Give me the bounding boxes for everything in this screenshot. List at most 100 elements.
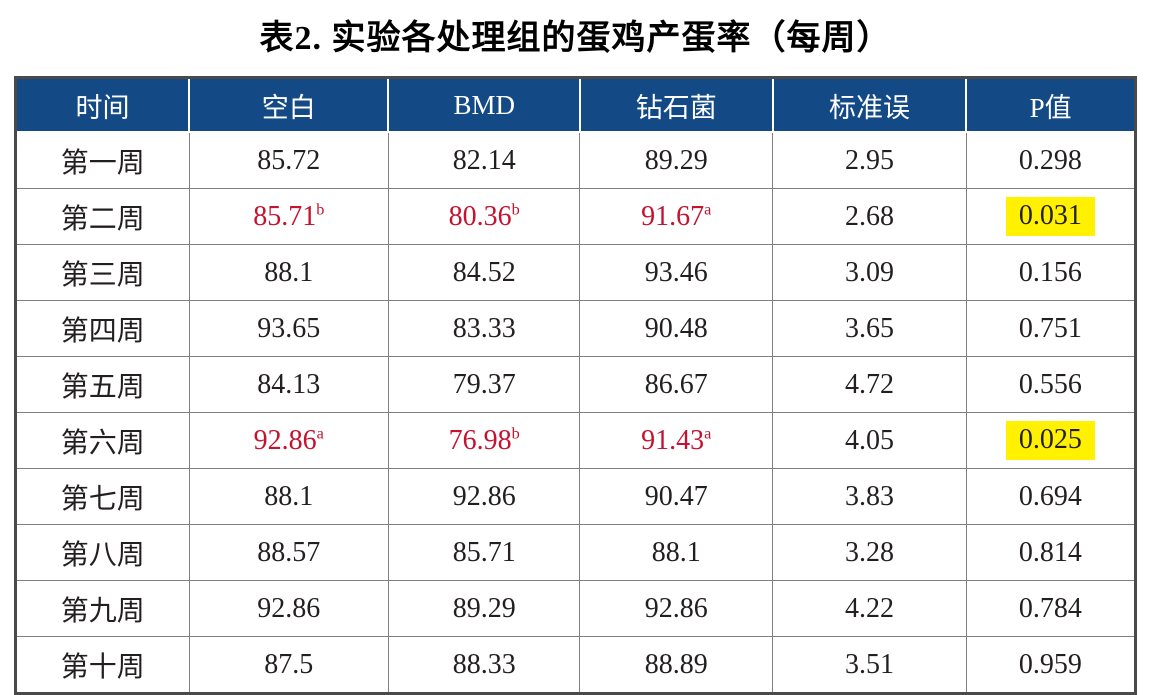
cell-value: 88.33: [452, 648, 516, 680]
cell-value: 0.156: [1018, 256, 1082, 288]
table-row: 第十周 87.5 88.33 88.89 3.51 0.959: [15, 636, 1137, 694]
cell-value: 80.36: [448, 200, 512, 232]
cell-value: 4.05: [844, 424, 894, 456]
cell-bmd: 82.14: [387, 131, 581, 189]
cell-value: 86.67: [644, 368, 708, 400]
cell-standard-error: 3.83: [772, 468, 967, 525]
cell-control: 93.65: [188, 300, 389, 357]
cell-diamond-bacteria: 93.46: [579, 244, 774, 301]
cell-bmd: 89.29: [387, 580, 581, 637]
row-label: 第一周: [15, 131, 190, 189]
table-row: 第四周 93.65 83.33 90.48 3.65 0.751: [15, 300, 1137, 357]
significance-letter: b: [511, 200, 520, 219]
cell-p-value: 0.556: [965, 356, 1137, 413]
cell-bmd: 84.52: [387, 244, 581, 301]
cell-control: 85.72: [188, 131, 389, 189]
cell-standard-error: 3.28: [772, 524, 967, 581]
cell-diamond-bacteria: 88.89: [579, 636, 774, 694]
cell-bmd: 88.33: [387, 636, 581, 694]
cell-control: 84.13: [188, 356, 389, 413]
cell-standard-error: 2.95: [772, 131, 967, 189]
cell-standard-error: 3.09: [772, 244, 967, 301]
cell-value: 90.48: [644, 312, 708, 344]
table-row: 第三周 88.1 84.52 93.46 3.09 0.156: [15, 244, 1137, 301]
cell-diamond-bacteria: 89.29: [579, 131, 774, 189]
cell-value: 88.1: [651, 536, 701, 568]
table-row: 第八周 88.57 85.71 88.1 3.28 0.814: [15, 524, 1137, 581]
cell-diamond-bacteria: 90.48: [579, 300, 774, 357]
column-header-bmd: BMD: [387, 77, 580, 133]
row-label: 第三周: [15, 244, 190, 301]
cell-value: 93.46: [644, 256, 708, 288]
column-header-time: 时间: [14, 77, 190, 133]
cell-value: 0.814: [1018, 536, 1082, 568]
cell-standard-error: 4.05: [772, 412, 967, 469]
cell-p-value: 0.298: [965, 131, 1137, 189]
significance-letter: a: [316, 424, 324, 443]
table-title: 表2. 实验各处理组的蛋鸡产蛋率（每周）: [259, 20, 892, 57]
column-header-p-value: P值: [965, 77, 1136, 133]
column-header-diamond-bacteria: 钻石菌: [578, 77, 773, 133]
cell-bmd: 76.98b: [387, 412, 581, 469]
cell-value: 88.89: [644, 648, 708, 680]
cell-value: 3.51: [844, 648, 894, 680]
column-header-standard-error: 标准误: [771, 77, 967, 133]
cell-value: 84.13: [257, 368, 321, 400]
cell-diamond-bacteria: 91.43a: [579, 412, 774, 469]
table-row: 第九周 92.86 89.29 92.86 4.22 0.784: [15, 580, 1137, 637]
row-label: 第八周: [15, 524, 190, 581]
cell-standard-error: 4.72: [772, 356, 967, 413]
cell-diamond-bacteria: 92.86: [579, 580, 774, 637]
header-row: 时间 空白 BMD 钻石菌 标准误 P值: [14, 77, 1136, 133]
cell-value: 4.22: [844, 592, 894, 624]
cell-value: 85.72: [257, 144, 321, 176]
cell-value: 82.14: [452, 144, 516, 176]
cell-value: 0.751: [1018, 312, 1082, 344]
cell-value: 90.47: [644, 480, 708, 512]
significance-letter: b: [511, 424, 520, 443]
cell-value: 79.37: [452, 368, 516, 400]
page: 表2. 实验各处理组的蛋鸡产蛋率（每周） 时间 空白 BMD 钻石菌 标准误 P值 第一周…: [0, 10, 1151, 695]
cell-value: 92.86: [644, 592, 708, 624]
cell-value: 3.28: [844, 536, 894, 568]
cell-value: 4.72: [844, 368, 894, 400]
cell-control: 88.1: [188, 468, 389, 525]
cell-bmd: 79.37: [387, 356, 581, 413]
cell-value: 93.65: [257, 312, 321, 344]
egg-production-table: 时间 空白 BMD 钻石菌 标准误 P值 第一周 85.72 82.14 89.29 2.95 0.…: [14, 76, 1137, 695]
cell-bmd: 85.71: [387, 524, 581, 581]
cell-value: 0.298: [1018, 144, 1082, 176]
table-row: 第二周 85.71b 80.36b 91.67a 2.68 0.031: [15, 188, 1137, 245]
cell-control: 87.5: [188, 636, 389, 694]
cell-control: 88.1: [188, 244, 389, 301]
table-row: 第六周 92.86a 76.98b 91.43a 4.05 0.025: [15, 412, 1137, 469]
cell-control: 92.86a: [188, 412, 389, 469]
cell-value: 85.71: [452, 536, 516, 568]
cell-p-value: 0.784: [965, 580, 1137, 637]
cell-value: 0.784: [1018, 592, 1082, 624]
cell-value: 92.86: [253, 424, 317, 456]
cell-value: 87.5: [264, 648, 314, 680]
cell-diamond-bacteria: 86.67: [579, 356, 774, 413]
cell-p-value: 0.751: [965, 300, 1137, 357]
cell-p-value: 0.031: [965, 188, 1137, 245]
cell-standard-error: 3.65: [772, 300, 967, 357]
cell-value: 92.86: [452, 480, 516, 512]
significance-letter: b: [316, 200, 325, 219]
cell-control: 85.71b: [188, 188, 389, 245]
cell-value: 0.556: [1018, 368, 1082, 400]
column-header-control: 空白: [188, 77, 389, 133]
highlighted-value: 0.025: [1005, 421, 1095, 460]
cell-value: 3.09: [844, 256, 894, 288]
cell-value: 91.43: [641, 424, 705, 456]
row-label: 第四周: [15, 300, 190, 357]
cell-standard-error: 2.68: [772, 188, 967, 245]
cell-value: 3.65: [844, 312, 894, 344]
cell-value: 2.95: [844, 144, 894, 176]
significance-letter: a: [704, 424, 712, 443]
cell-bmd: 92.86: [387, 468, 581, 525]
cell-control: 92.86: [188, 580, 389, 637]
row-label: 第七周: [15, 468, 190, 525]
table-row: 第七周 88.1 92.86 90.47 3.83 0.694: [15, 468, 1137, 525]
cell-diamond-bacteria: 90.47: [579, 468, 774, 525]
